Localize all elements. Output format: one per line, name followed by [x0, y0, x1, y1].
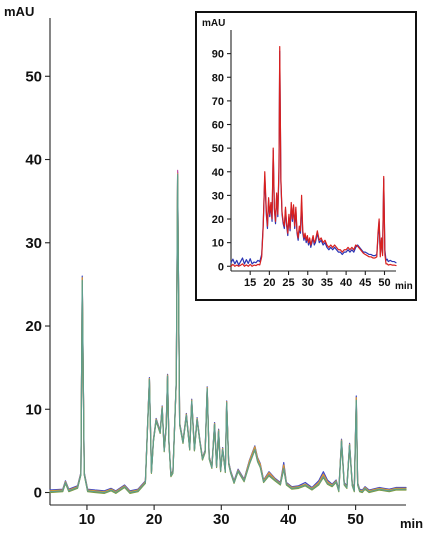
- main-series-5-trace: [49, 173, 407, 494]
- inset-y-tick-label: 0: [218, 261, 224, 273]
- main-x-tick-label: 50: [347, 511, 364, 528]
- inset-x-tick-label: 15: [244, 277, 256, 289]
- inset-x-tick-label: 50: [378, 277, 390, 289]
- inset-x-axis-label: min: [395, 281, 413, 292]
- inset-y-tick-label: 10: [212, 238, 224, 250]
- main-y-tick-label: 50: [25, 68, 42, 85]
- inset-x-tick-label: 45: [359, 277, 371, 289]
- inset-y-tick-label: 80: [212, 72, 224, 84]
- main-x-tick-label: 10: [79, 511, 96, 528]
- inset-chart: 0 10 20 30 40 50 60 70 80 90 15 20 25 30 35 40 45 50 mAU …: [195, 11, 417, 301]
- main-y-tick-label: 20: [25, 318, 42, 335]
- main-axes: 0 10 20 30 40 50 10 20 30 40 50: [25, 18, 406, 528]
- inset-traces: [230, 45, 397, 267]
- main-x-tick-label: 20: [146, 511, 163, 528]
- inset-x-tick-label: 35: [321, 277, 333, 289]
- main-chart: 0 10 20 30 40 50 10 20 30 40 50 mAU min: [4, 4, 423, 531]
- main-labels: mAU min: [4, 4, 423, 531]
- inset-frame: [195, 11, 417, 301]
- inset-y-tick-label: 60: [212, 120, 224, 132]
- inset-y-axis-label: mAU: [202, 18, 225, 29]
- main-y-tick-label: 30: [25, 235, 42, 252]
- inset-x-tick-label: 30: [302, 277, 314, 289]
- main-x-axis-label: min: [400, 516, 423, 531]
- main-y-tick-label: 10: [25, 401, 42, 418]
- main-y-tick-label: 0: [34, 485, 42, 502]
- inset-y-tick-label: 30: [212, 190, 224, 202]
- inset-series-2-trace: [230, 45, 397, 267]
- main-x-tick-label: 40: [280, 511, 297, 528]
- inset-x-tick-label: 25: [282, 277, 294, 289]
- inset-axes: 0 10 20 30 40 50 60 70 80 90 15 20 25 30 35 40 45 50: [212, 30, 396, 289]
- inset-y-tick-label: 20: [212, 214, 224, 226]
- main-x-tick-label: 30: [213, 511, 230, 528]
- inset-y-tick-label: 70: [212, 96, 224, 108]
- inset-x-tick-label: 40: [340, 277, 352, 289]
- inset-x-tick-label: 20: [263, 277, 275, 289]
- main-y-axis-label: mAU: [4, 4, 34, 19]
- inset-y-tick-label: 50: [212, 143, 224, 155]
- inset-labels: mAU min: [202, 18, 413, 292]
- main-y-tick-label: 40: [25, 152, 42, 169]
- inset-y-tick-label: 40: [212, 167, 224, 179]
- main-traces: [49, 169, 407, 494]
- inset-y-tick-label: 90: [212, 49, 224, 61]
